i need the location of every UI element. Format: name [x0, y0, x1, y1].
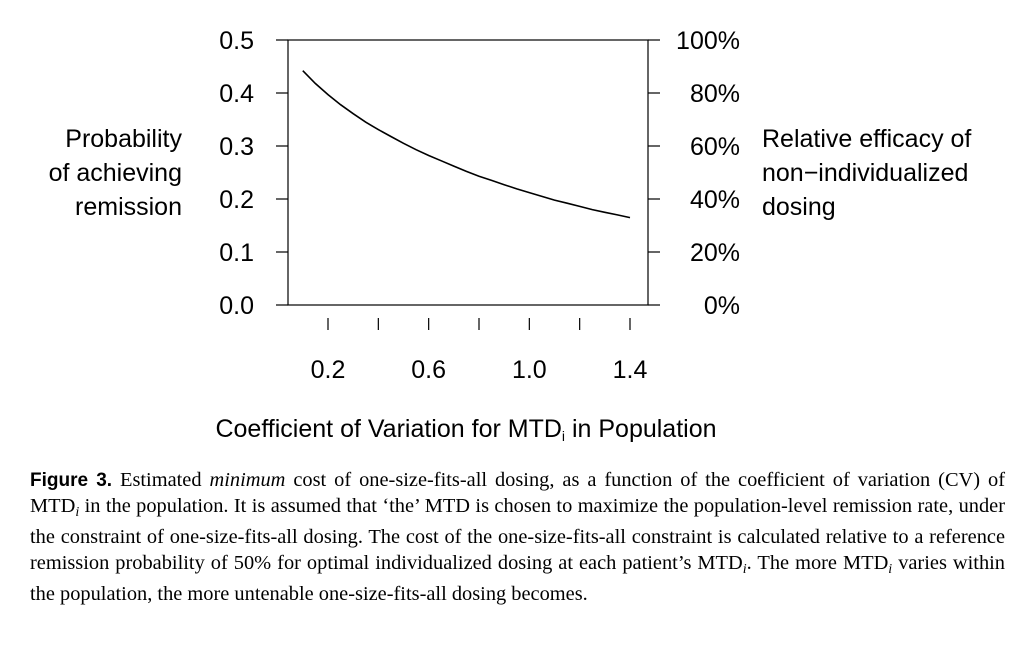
caption-figure-label: Figure 3. — [30, 470, 113, 491]
y-tick-label-left: 0.5 — [219, 27, 254, 55]
y-tick-label-left: 0.4 — [219, 80, 254, 108]
caption-subscript: i — [742, 561, 747, 577]
caption-text: in the population. It is assumed that ‘t… — [30, 494, 1005, 574]
caption-text: cost of one-size-fits-all dosing, as a f… — [30, 469, 1005, 517]
y-axis-label-right-line: dosing — [762, 193, 836, 221]
y-tick-label-left: 0.2 — [219, 186, 254, 214]
data-line — [302, 70, 631, 219]
x-axis-label-tail: in Population — [565, 415, 717, 443]
y-axis-label-right-line: Relative efficacy of — [762, 125, 972, 153]
y-tick-label-left: 0.0 — [219, 292, 254, 320]
y-tick-label-right: 100% — [676, 27, 740, 55]
y-tick-label-right: 80% — [690, 80, 740, 108]
caption-text: . The more MTD — [746, 551, 889, 574]
x-tick-label: 0.6 — [411, 356, 446, 384]
y-tick-label-right: 0% — [704, 292, 740, 320]
plot-frame — [287, 39, 649, 306]
y-tick-label-right: 40% — [690, 186, 740, 214]
chart: 0.0 0.1 0.2 0.3 0.4 0.5 0% 20% 40% 60% 80% 100% 0.2 0… — [219, 27, 740, 384]
y-tick-label-left: 0.3 — [219, 133, 254, 161]
y-tick-label-right: 60% — [690, 133, 740, 161]
y-tick-label-right: 20% — [690, 239, 740, 267]
figure: 0.0 0.1 0.2 0.3 0.4 0.5 0% 20% 40% 60% 80% 100% 0.2 0… — [0, 27, 1012, 453]
caption-text: Estimated — [112, 469, 210, 491]
x-tick-label: 0.2 — [311, 356, 346, 384]
y-axis-label-left-line: Probability — [65, 125, 182, 153]
x-tick-label: 1.4 — [613, 356, 648, 384]
y-axis-label-right: Relative efficacy of non−individualized … — [762, 122, 1012, 224]
y-axis-label-left: Probability of achieving remission — [10, 122, 182, 224]
y-axis-label-left-line: remission — [75, 193, 182, 221]
caption-subscript: i — [888, 561, 893, 577]
y-axis-label-right-line: non−individualized — [762, 159, 969, 187]
caption-subscript: i — [75, 504, 80, 520]
y-axis-label-left-line: of achieving — [48, 159, 182, 187]
x-axis-label: Coefficient of Variation for MTDi in Pop… — [0, 412, 932, 453]
figure-caption: Figure 3. Estimated minimum cost of one-… — [30, 468, 1005, 608]
x-axis-label-subscript: i — [561, 428, 566, 444]
caption-text: varies within the population, the more u… — [30, 551, 1005, 606]
y-tick-label-left: 0.1 — [219, 239, 254, 267]
x-tick-label: 1.0 — [512, 356, 547, 384]
x-axis-label-main: Coefficient of Variation for MTD — [215, 415, 562, 443]
caption-emphasis: minimum — [209, 469, 286, 491]
